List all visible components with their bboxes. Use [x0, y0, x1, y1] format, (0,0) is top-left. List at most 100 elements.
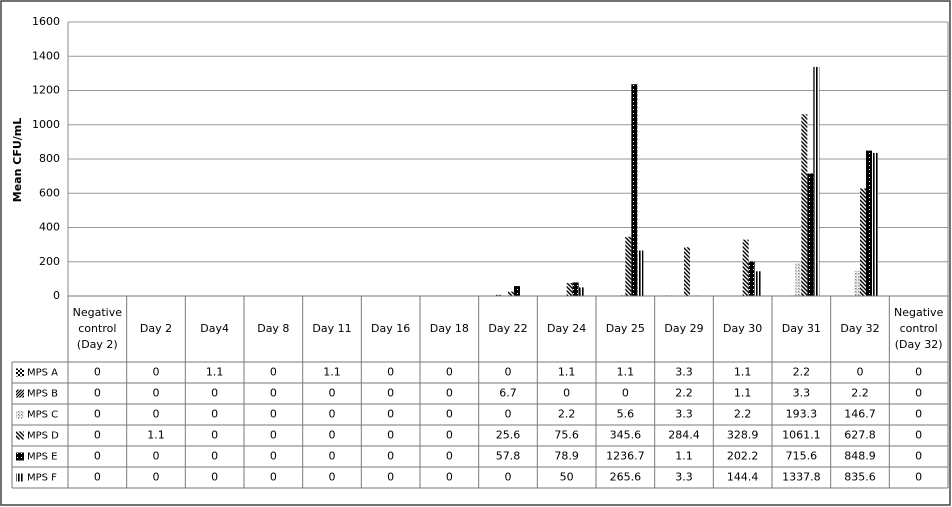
data-label: 328.9 — [727, 429, 759, 442]
data-label: 0 — [329, 471, 336, 484]
legend-key — [16, 368, 24, 377]
data-label: 0 — [387, 387, 394, 400]
bar — [854, 270, 860, 296]
data-label: 0 — [329, 408, 336, 421]
bar — [631, 84, 638, 297]
legend-label: MPS B — [27, 389, 58, 400]
x-tick-label: Day 32 — [840, 322, 880, 335]
data-label: 2.2 — [558, 408, 576, 421]
data-label: 3.3 — [675, 471, 693, 484]
y-axis-label: Mean CFU/mL — [11, 118, 24, 203]
data-label: 0 — [94, 471, 101, 484]
bar — [572, 282, 579, 296]
data-label: 1337.8 — [782, 471, 821, 484]
data-label: 1.1 — [675, 450, 693, 463]
data-label: 0 — [387, 429, 394, 442]
data-label: 0 — [270, 387, 277, 400]
data-label: 0 — [915, 429, 922, 442]
data-label: 0 — [446, 471, 453, 484]
data-label: 193.3 — [786, 408, 818, 421]
data-label: 0 — [270, 429, 277, 442]
bar — [684, 247, 690, 296]
data-label: 25.6 — [496, 429, 521, 442]
bar — [866, 150, 872, 296]
x-tick-label: Day 22 — [488, 322, 528, 335]
bar — [637, 250, 644, 296]
data-label: 1.1 — [147, 429, 165, 442]
bar — [508, 291, 514, 296]
data-label: 835.6 — [844, 471, 876, 484]
data-label: 345.6 — [610, 429, 642, 442]
data-label: 0 — [505, 408, 512, 421]
data-label: 0 — [94, 408, 101, 421]
data-label: 0 — [915, 366, 922, 379]
x-tick-label: Day 8 — [257, 322, 290, 335]
data-label: 1.1 — [617, 366, 635, 379]
data-label: 0 — [446, 366, 453, 379]
data-label: 0 — [153, 450, 160, 463]
data-label: 144.4 — [727, 471, 759, 484]
bar — [566, 283, 573, 296]
data-label: 202.2 — [727, 450, 759, 463]
legend-key — [16, 452, 24, 461]
data-label: 0 — [94, 450, 101, 463]
data-label: 2.2 — [734, 408, 752, 421]
data-label: 2.2 — [851, 387, 869, 400]
bar — [496, 294, 502, 296]
y-tick-label: 1000 — [32, 118, 60, 131]
data-label: 0 — [446, 408, 453, 421]
data-label: 0 — [270, 471, 277, 484]
x-tick-label: Day 16 — [371, 322, 411, 335]
data-label: 1.1 — [734, 366, 752, 379]
y-tick-label: 1200 — [32, 84, 60, 97]
legend-label: MPS A — [27, 368, 58, 379]
data-label: 0 — [915, 450, 922, 463]
y-tick-label: 1400 — [32, 49, 60, 62]
bar — [625, 236, 632, 296]
bar — [514, 286, 520, 296]
data-label: 0 — [387, 408, 394, 421]
x-tick-label: Day 11 — [312, 322, 352, 335]
data-label: 75.6 — [554, 429, 579, 442]
data-label: 0 — [563, 387, 570, 400]
data-label: 3.3 — [793, 387, 811, 400]
x-tick-label: Day 29 — [664, 322, 704, 335]
data-label: 0 — [270, 450, 277, 463]
bar — [872, 152, 878, 296]
bar — [748, 261, 755, 296]
data-label: 5.6 — [617, 408, 635, 421]
data-label: 0 — [211, 471, 218, 484]
data-label: 0 — [153, 408, 160, 421]
bar — [860, 188, 866, 296]
y-tick-label: 600 — [39, 186, 60, 199]
legend-key — [16, 473, 24, 482]
x-tick-label: Day 31 — [781, 322, 821, 335]
bar — [742, 239, 749, 296]
legend-label: MPS F — [27, 473, 57, 484]
data-label: 146.7 — [844, 408, 876, 421]
x-tick-label: Negative control (Day 2) — [72, 306, 123, 351]
legend-label: MPS C — [27, 410, 58, 421]
data-label: 0 — [94, 429, 101, 442]
bar — [795, 262, 802, 296]
bar — [813, 66, 820, 296]
data-label: 6.7 — [499, 387, 517, 400]
bar — [578, 287, 585, 296]
data-label: 1.1 — [206, 366, 224, 379]
data-label: 848.9 — [844, 450, 876, 463]
legend-key — [16, 431, 24, 440]
legend-label: MPS D — [27, 431, 59, 442]
data-label: 1.1 — [734, 387, 752, 400]
data-label: 2.2 — [793, 366, 811, 379]
data-label: 0 — [622, 387, 629, 400]
x-tick-label: Day 24 — [547, 322, 587, 335]
data-label: 0 — [329, 429, 336, 442]
x-tick-label: Day 25 — [605, 322, 645, 335]
data-label: 78.9 — [554, 450, 579, 463]
data-label: 0 — [857, 366, 864, 379]
bar — [801, 114, 808, 297]
x-tick-label: Day 30 — [723, 322, 763, 335]
data-label: 0 — [329, 450, 336, 463]
